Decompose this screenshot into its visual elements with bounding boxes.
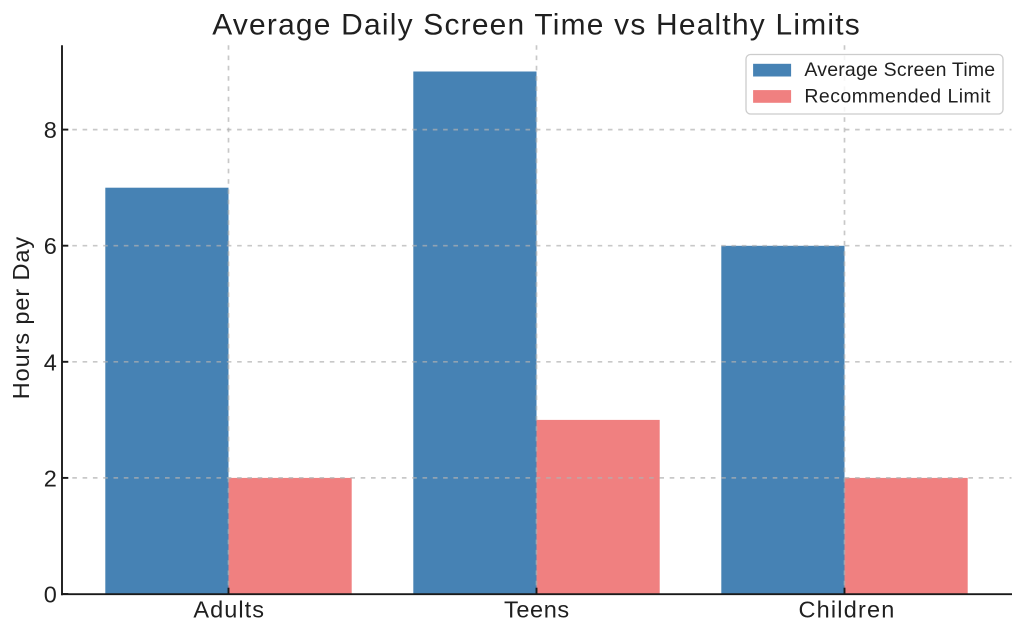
svg-text:Adults: Adults	[193, 597, 265, 623]
svg-text:6: 6	[44, 233, 57, 259]
svg-text:Teens: Teens	[504, 597, 570, 623]
svg-text:4: 4	[44, 349, 57, 375]
svg-text:Hours per Day: Hours per Day	[8, 236, 34, 399]
svg-text:Children: Children	[798, 597, 895, 623]
svg-text:Recommended Limit: Recommended Limit	[804, 85, 991, 107]
svg-text:Average Screen Time: Average Screen Time	[804, 59, 995, 81]
svg-text:8: 8	[44, 117, 57, 143]
svg-text:2: 2	[44, 465, 57, 491]
svg-text:0: 0	[44, 582, 57, 608]
svg-text:Average Daily Screen Time vs H: Average Daily Screen Time vs Healthy Lim…	[212, 9, 861, 42]
